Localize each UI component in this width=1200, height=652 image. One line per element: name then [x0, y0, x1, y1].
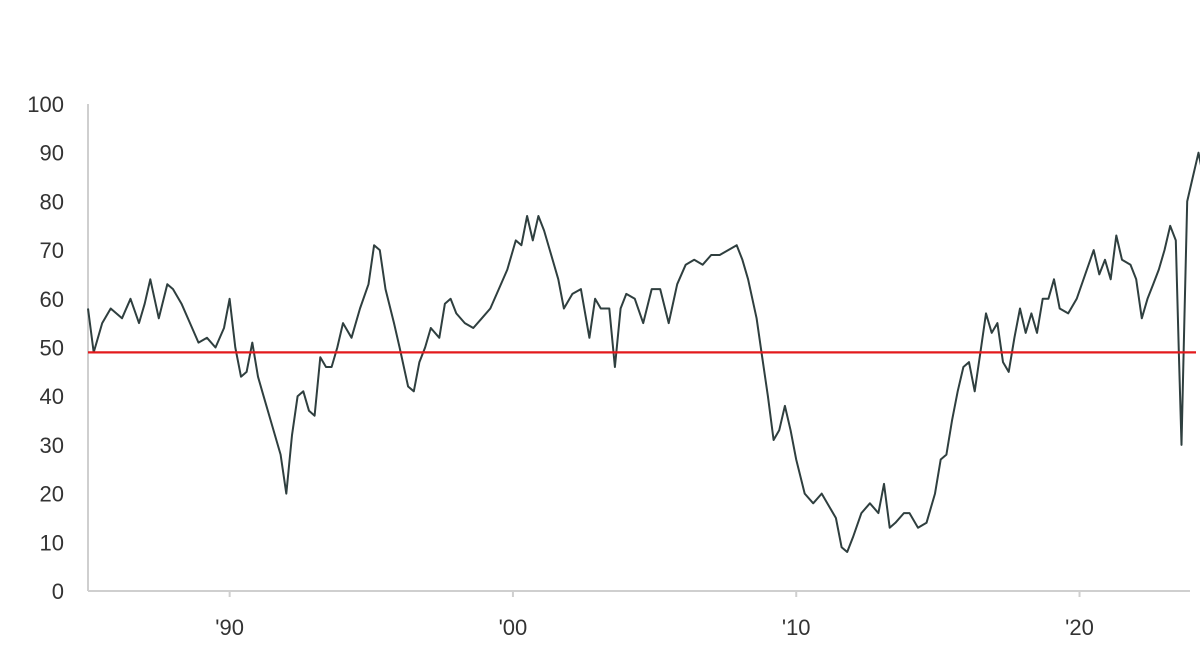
- y-axis-tick-labels: 0 10 20 30 40 50 60 70 80 90 100: [27, 92, 64, 604]
- x-tick-label: '20: [1065, 615, 1094, 640]
- x-tick-label: '10: [782, 615, 811, 640]
- y-tick-label: 10: [40, 530, 64, 555]
- x-tick-label: '00: [499, 615, 528, 640]
- x-tick-label: '90: [215, 615, 244, 640]
- y-tick-label: 60: [40, 287, 64, 312]
- y-tick-label: 40: [40, 384, 64, 409]
- y-tick-label: 20: [40, 482, 64, 507]
- series-line: [87, 151, 1200, 553]
- y-tick-label: 70: [40, 238, 64, 263]
- y-tick-label: 90: [40, 141, 64, 166]
- y-tick-label: 30: [40, 433, 64, 458]
- x-axis-tick-labels: '90 '00 '10 '20: [215, 591, 1094, 640]
- y-tick-label: 0: [52, 579, 64, 604]
- y-tick-label: 100: [27, 92, 64, 117]
- y-tick-label: 80: [40, 189, 64, 214]
- series-layer: [87, 151, 1200, 553]
- y-tick-label: 50: [40, 336, 64, 361]
